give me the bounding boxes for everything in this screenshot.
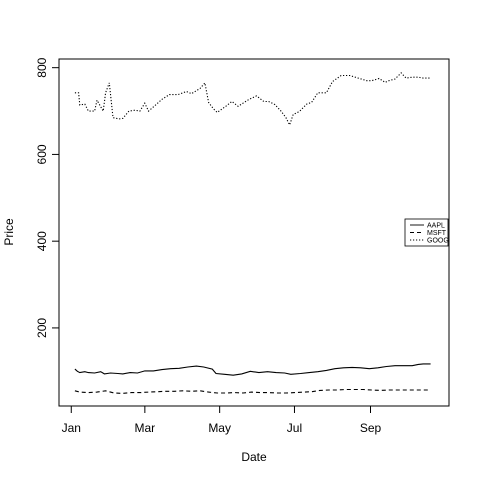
x-tick-label: Sep	[360, 421, 382, 435]
series-line-msft	[74, 388, 431, 394]
x-tick-label: Jan	[62, 421, 81, 435]
y-tick-label: 400	[35, 231, 49, 251]
x-tick-label: May	[208, 421, 231, 435]
legend-label-msft: MSFT	[427, 230, 447, 237]
series-line-aapl	[74, 363, 431, 376]
y-tick-label: 800	[35, 57, 49, 77]
legend-label-aapl: AAPL	[427, 223, 445, 230]
x-axis-label: Date	[241, 450, 267, 464]
y-tick-label: 600	[35, 144, 49, 164]
x-tick-label: Jul	[287, 421, 302, 435]
y-axis-label: Price	[2, 218, 16, 246]
y-axis: 200 400 600 800	[35, 57, 60, 338]
series-layer	[74, 72, 431, 394]
legend-label-goog: GOOG	[427, 238, 449, 245]
plot-frame	[58, 58, 450, 407]
x-tick-label: Mar	[135, 421, 156, 435]
y-tick-label: 200	[35, 318, 49, 338]
series-line-goog	[74, 72, 431, 127]
x-axis: Jan Mar May Jul Sep	[62, 405, 382, 435]
